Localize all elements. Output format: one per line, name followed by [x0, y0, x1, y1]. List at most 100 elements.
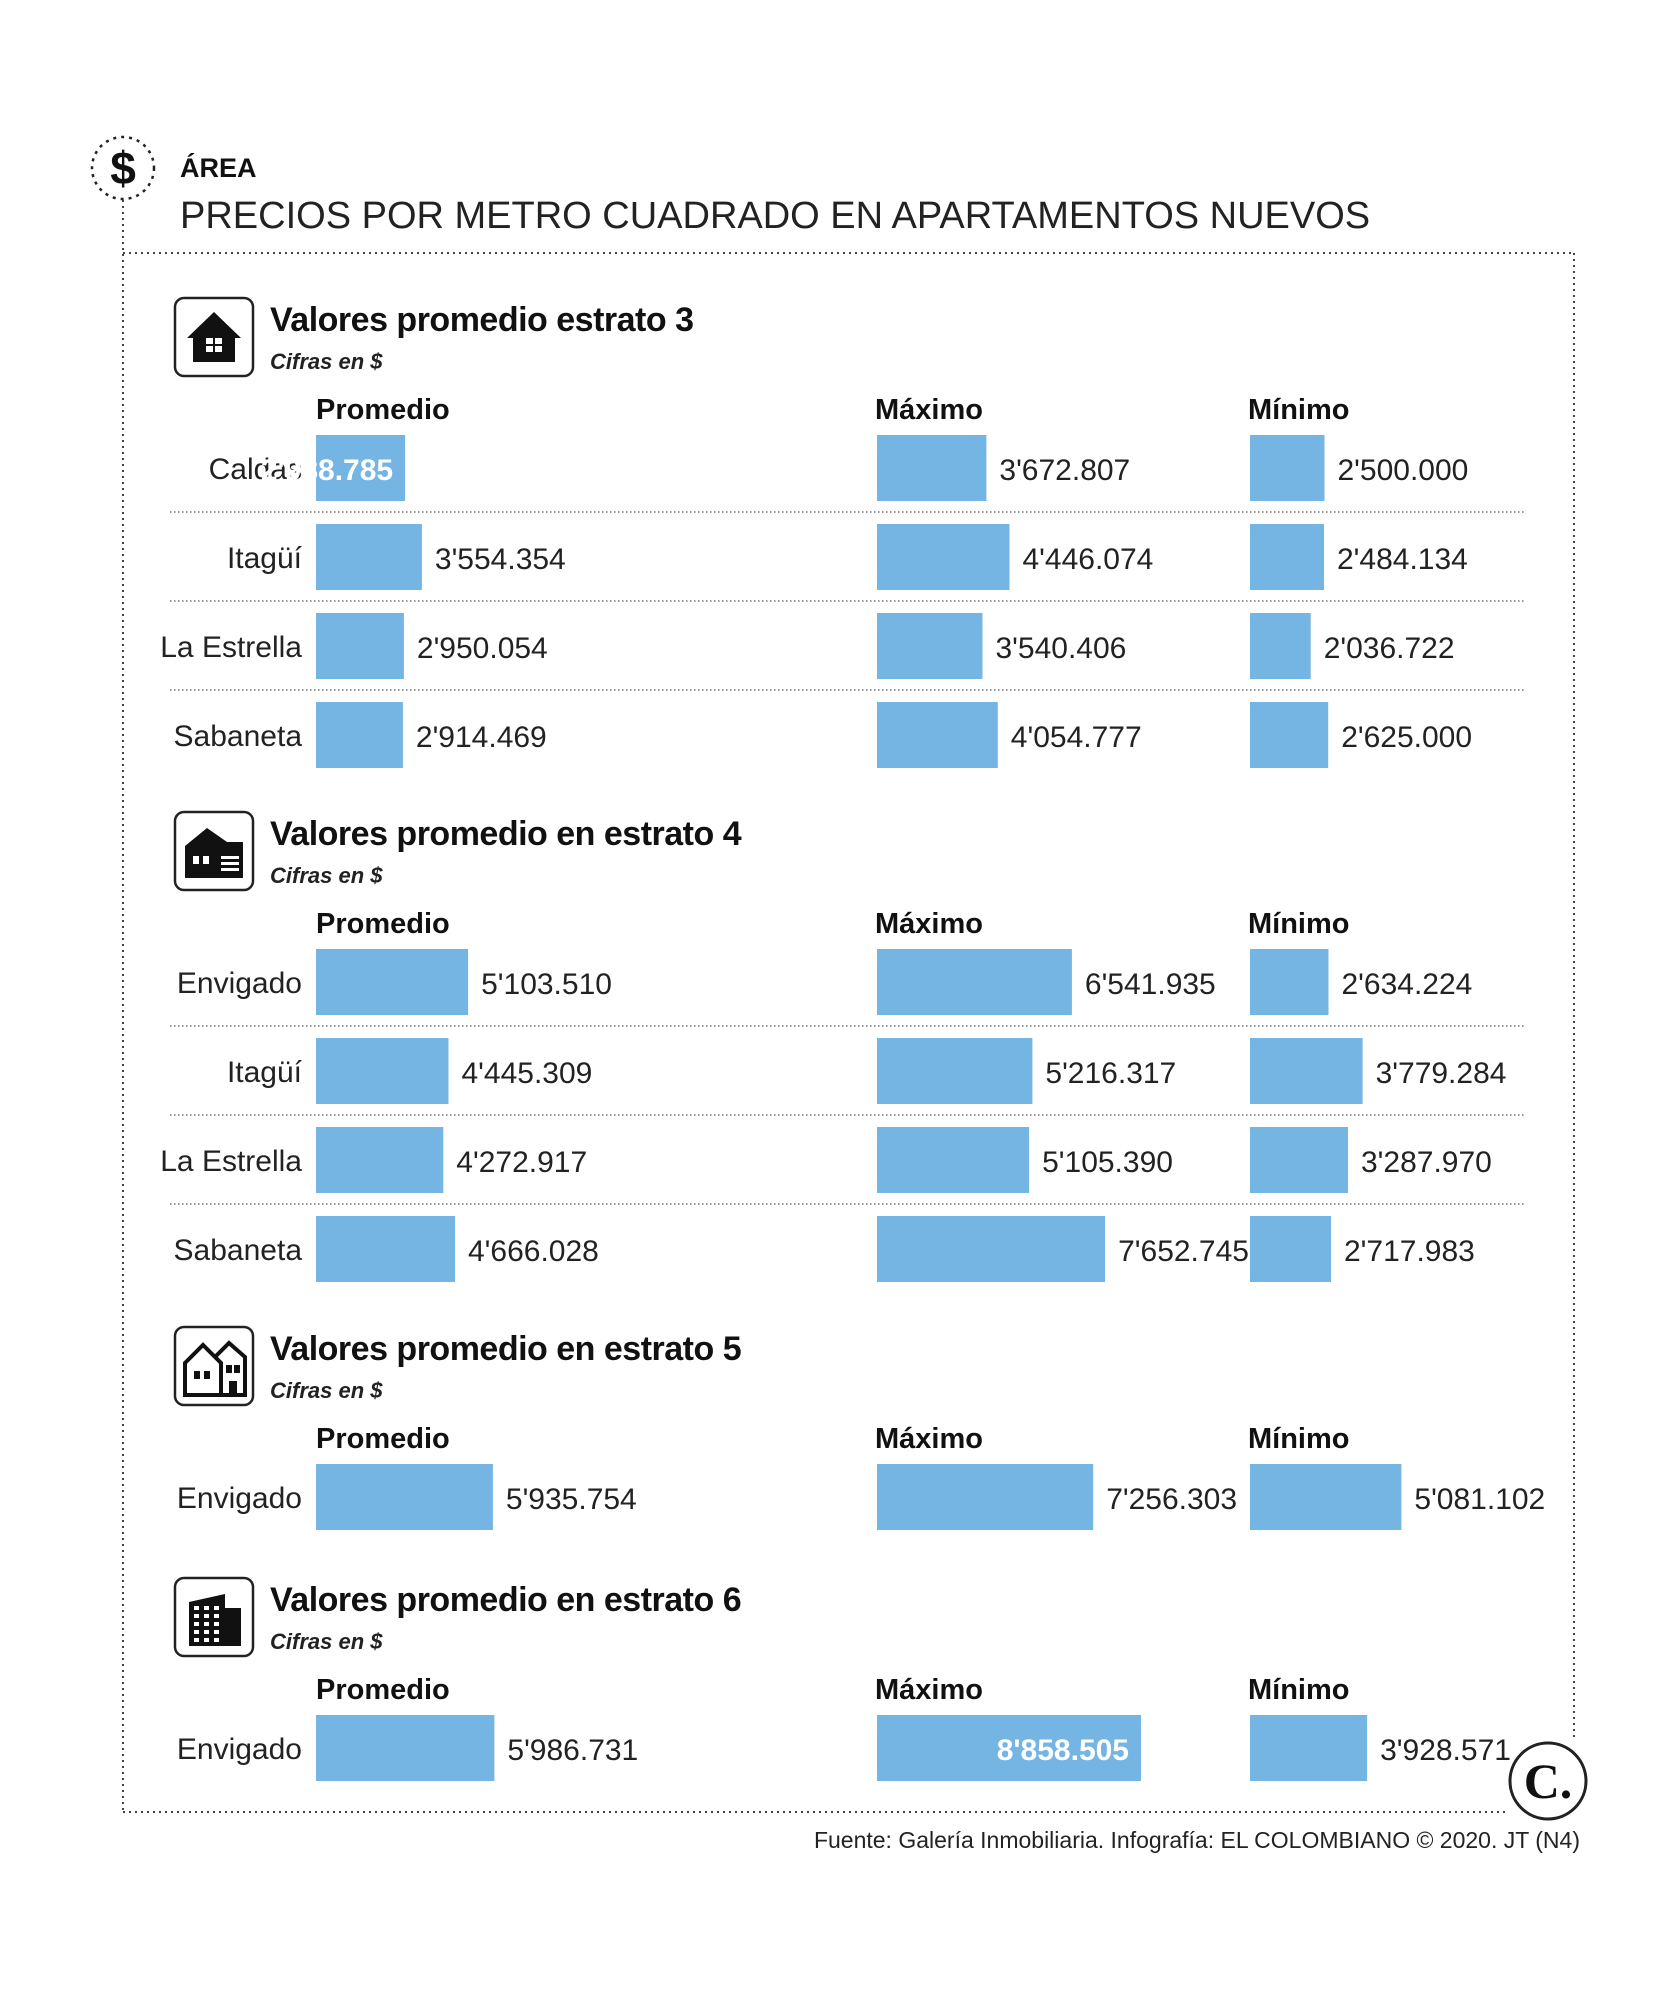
dollar-icon: $ — [90, 135, 156, 201]
data-label: 2'484.134 — [1337, 543, 1468, 576]
column-header: Mínimo — [1248, 1423, 1350, 1455]
table-row: Itagüí 3'554.354 4'446.074 2'484.134 — [227, 524, 1468, 590]
chart-title: Valores promedio estrato 3 — [270, 301, 694, 339]
bar — [1250, 1715, 1368, 1781]
building-icon — [173, 1576, 255, 1658]
bar — [877, 1127, 1030, 1193]
bar — [1250, 524, 1324, 590]
header: $ ÁREA PRECIOS POR METRO CUADRADO EN APA… — [90, 135, 1370, 237]
bar — [1250, 1216, 1331, 1282]
data-label: 4'272.917 — [456, 1146, 587, 1179]
data-label: 3'779.284 — [1376, 1057, 1507, 1090]
chart-section-4: Valores promedio en estrato 4 Cifras en $… — [160, 810, 1524, 1282]
publisher-logo: C. — [1508, 1741, 1588, 1821]
townhouse-icon — [173, 1325, 255, 1407]
bar — [877, 524, 1010, 590]
chart-section-3: Valores promedio estrato 3 Cifras en $ Pro… — [160, 296, 1524, 768]
table-row: Envigado 5'986.731 8'858.505 3'928.571 — [177, 1715, 1511, 1781]
chart-title: Valores promedio en estrato 5 — [270, 1330, 741, 1368]
data-label: 5'986.731 — [507, 1734, 638, 1767]
row-label: La Estrella — [160, 631, 302, 664]
data-label: 3'540.406 — [996, 632, 1127, 665]
bar — [316, 949, 469, 1015]
data-label: 2'634.224 — [1342, 968, 1473, 1001]
table-row: Sabaneta 4'666.028 7'652.745 2'717.983 — [174, 1216, 1475, 1282]
data-label: 3'672.807 — [999, 454, 1130, 487]
column-header: Máximo — [875, 1674, 983, 1706]
data-label: 2'625.000 — [1341, 721, 1472, 754]
chart-section-5: Valores promedio en estrato 5 Cifras en $… — [173, 1325, 1545, 1530]
bar — [1250, 1038, 1363, 1104]
bar — [316, 613, 404, 679]
bar — [316, 1216, 455, 1282]
data-label: 3'554.354 — [435, 543, 566, 576]
row-label: Envigado — [177, 1482, 302, 1515]
data-label: 5'081.102 — [1414, 1483, 1545, 1516]
data-label: 7'256.303 — [1106, 1483, 1237, 1516]
bar — [877, 949, 1072, 1015]
column-header: Máximo — [875, 394, 983, 426]
bar — [1250, 702, 1329, 768]
table-row: Itagüí 4'445.309 5'216.317 3'779.284 — [227, 1038, 1507, 1104]
data-label: 4'666.028 — [468, 1235, 599, 1268]
bar — [877, 702, 998, 768]
chart-section-6: Valores promedio en estrato 6 Cifras en $… — [173, 1576, 1511, 1781]
row-label: Caldas — [209, 453, 302, 486]
bar — [316, 524, 422, 590]
bar — [316, 1127, 444, 1193]
data-label: 2'717.983 — [1344, 1235, 1475, 1268]
bar — [1250, 949, 1329, 1015]
bar — [877, 1715, 1141, 1781]
bar — [877, 613, 983, 679]
bar — [877, 1038, 1033, 1104]
data-label: 4'446.074 — [1023, 543, 1154, 576]
footer: C. Fuente: Galería Inmobiliaria. Infogra… — [814, 1741, 1588, 1853]
data-label: 6'541.935 — [1085, 968, 1216, 1001]
row-label: Envigado — [177, 1733, 302, 1766]
column-header: Mínimo — [1248, 1674, 1350, 1706]
bar — [1250, 613, 1311, 679]
table-row: La Estrella 2'950.054 3'540.406 2'036.722 — [160, 613, 1455, 679]
row-label: Itagüí — [227, 1056, 303, 1089]
row-label: Sabaneta — [174, 720, 303, 753]
data-label: 5'103.510 — [481, 968, 612, 1001]
svg-text:$: $ — [110, 142, 136, 194]
bar — [316, 1464, 493, 1530]
table-row: Envigado 5'103.510 6'541.935 2'634.224 — [177, 949, 1472, 1015]
house-garage-icon — [173, 810, 255, 892]
chart-title: Valores promedio en estrato 6 — [270, 1581, 741, 1619]
data-label: 3'928.571 — [1380, 1734, 1511, 1767]
data-label: 5'216.317 — [1045, 1057, 1176, 1090]
data-label: 7'652.745 — [1118, 1235, 1249, 1268]
data-label: 3'287.970 — [1361, 1146, 1492, 1179]
column-header: Promedio — [316, 394, 450, 426]
data-label: 2'950.054 — [417, 632, 548, 665]
header-kicker: ÁREA — [180, 152, 257, 183]
column-header: Promedio — [316, 908, 450, 940]
frame — [122, 200, 1575, 1813]
bar — [1250, 435, 1325, 501]
data-label: 5'105.390 — [1042, 1146, 1173, 1179]
chart-title: Valores promedio en estrato 4 — [270, 815, 742, 853]
column-header: Máximo — [875, 1423, 983, 1455]
table-row: Envigado 5'935.754 7'256.303 5'081.102 — [177, 1464, 1545, 1530]
column-header: Mínimo — [1248, 908, 1350, 940]
table-row: La Estrella 4'272.917 5'105.390 3'287.970 — [160, 1127, 1492, 1193]
column-header: Promedio — [316, 1674, 450, 1706]
bar — [316, 702, 403, 768]
bar — [877, 1464, 1094, 1530]
data-label: 4'445.309 — [462, 1057, 593, 1090]
chart-subtitle: Cifras en $ — [270, 1629, 383, 1654]
row-label: Itagüí — [227, 542, 303, 575]
data-label: 8'858.505 — [997, 1734, 1129, 1767]
data-label: 2'036.722 — [1324, 632, 1455, 665]
table-row: Sabaneta 2'914.469 4'054.777 2'625.000 — [174, 702, 1472, 768]
data-label: 4'054.777 — [1011, 721, 1142, 754]
bar — [877, 1216, 1106, 1282]
data-label: 2'988.785 — [261, 454, 393, 487]
bar — [316, 1038, 449, 1104]
bar — [316, 435, 406, 501]
data-label: 2'914.469 — [416, 721, 547, 754]
chart-subtitle: Cifras en $ — [270, 349, 383, 374]
